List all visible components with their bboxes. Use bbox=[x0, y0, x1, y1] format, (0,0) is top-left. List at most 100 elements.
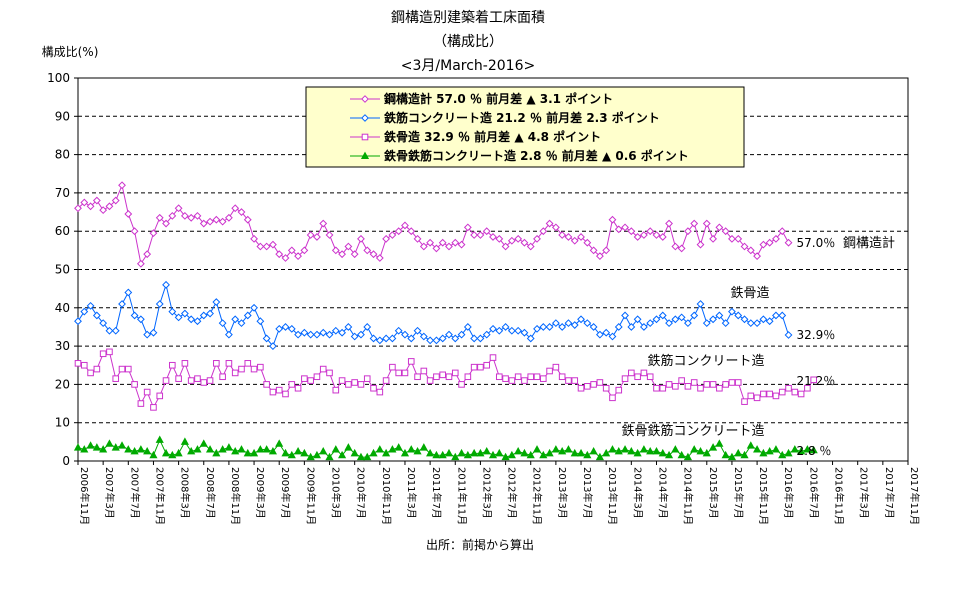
x-tick-label: 2017年7月 bbox=[883, 467, 896, 519]
data-point bbox=[697, 384, 704, 392]
data-point bbox=[344, 323, 353, 331]
data-point bbox=[778, 388, 786, 396]
data-point bbox=[395, 369, 402, 377]
data-point bbox=[709, 315, 717, 324]
data-point bbox=[483, 361, 491, 369]
y-tick-label: 50 bbox=[55, 263, 70, 277]
data-point bbox=[527, 373, 535, 381]
data-point bbox=[445, 330, 453, 339]
x-tick-label: 2014年7月 bbox=[656, 467, 669, 519]
data-point bbox=[741, 398, 748, 405]
data-point bbox=[716, 384, 723, 392]
data-point bbox=[73, 443, 83, 451]
data-point bbox=[92, 443, 101, 451]
data-point bbox=[451, 238, 460, 247]
data-point bbox=[715, 311, 724, 320]
x-tick-label: 2009年3月 bbox=[254, 467, 267, 519]
data-point bbox=[294, 384, 302, 392]
legend-label: 鉄骨鉄筋コンクリート造 2.8 ％ 前月差 ▲ 0.6 ポイント bbox=[384, 148, 689, 163]
data-point bbox=[520, 238, 529, 247]
series-3 bbox=[73, 435, 818, 461]
data-point bbox=[332, 386, 340, 394]
data-point bbox=[338, 328, 346, 337]
data-point bbox=[753, 252, 761, 261]
data-point bbox=[187, 315, 196, 324]
data-point bbox=[231, 315, 240, 324]
data-point bbox=[256, 242, 265, 251]
data-point bbox=[193, 445, 202, 453]
data-point bbox=[709, 381, 717, 388]
data-point bbox=[307, 377, 314, 384]
data-point bbox=[249, 448, 259, 457]
data-point bbox=[124, 445, 133, 453]
data-point bbox=[92, 196, 101, 205]
data-point bbox=[168, 211, 177, 220]
data-point bbox=[702, 448, 711, 457]
data-point bbox=[263, 381, 270, 388]
legend-box bbox=[305, 86, 745, 168]
data-point bbox=[646, 319, 655, 328]
data-point bbox=[294, 252, 302, 261]
data-point bbox=[344, 242, 353, 251]
data-point bbox=[432, 244, 441, 253]
data-point bbox=[438, 238, 447, 247]
data-point bbox=[488, 450, 498, 459]
x-tick-label: 2012年3月 bbox=[480, 467, 493, 519]
data-point bbox=[772, 392, 780, 400]
data-point bbox=[331, 445, 340, 453]
data-point bbox=[212, 298, 221, 306]
data-point bbox=[602, 246, 611, 255]
data-point bbox=[218, 445, 227, 453]
series-end-label: 2.8 ％ bbox=[797, 444, 832, 458]
data-point bbox=[746, 319, 755, 328]
data-point bbox=[394, 443, 403, 451]
data-point bbox=[684, 227, 692, 236]
data-point bbox=[375, 254, 384, 262]
data-point bbox=[375, 336, 384, 345]
data-point bbox=[262, 242, 271, 251]
data-point bbox=[759, 448, 768, 457]
data-point bbox=[451, 334, 460, 343]
x-tick-label: 2014年11月 bbox=[682, 467, 695, 525]
data-point bbox=[388, 231, 397, 239]
data-point bbox=[382, 234, 391, 243]
x-tick-label: 2015年3月 bbox=[707, 467, 720, 519]
data-point bbox=[326, 369, 333, 377]
data-point bbox=[740, 315, 749, 324]
data-point bbox=[589, 446, 598, 455]
data-point bbox=[351, 379, 358, 386]
data-point bbox=[150, 404, 157, 411]
data-point bbox=[785, 384, 792, 392]
data-point bbox=[495, 373, 503, 381]
data-point bbox=[653, 384, 660, 392]
data-point bbox=[206, 309, 214, 318]
data-point bbox=[199, 311, 208, 320]
data-point bbox=[224, 443, 233, 451]
data-point bbox=[105, 202, 114, 211]
data-point bbox=[438, 334, 447, 343]
data-point bbox=[677, 244, 686, 253]
data-point bbox=[728, 307, 736, 316]
data-point bbox=[439, 371, 446, 379]
data-point bbox=[690, 219, 699, 228]
data-point bbox=[231, 446, 240, 455]
data-point bbox=[74, 360, 82, 367]
data-point bbox=[407, 334, 416, 343]
data-point bbox=[633, 448, 642, 457]
data-point bbox=[640, 369, 648, 377]
data-point bbox=[734, 234, 743, 243]
data-point bbox=[665, 219, 673, 228]
data-point bbox=[269, 342, 277, 351]
data-point bbox=[243, 311, 252, 320]
data-point bbox=[401, 221, 409, 230]
data-point bbox=[602, 384, 610, 392]
data-point bbox=[275, 324, 284, 333]
data-point bbox=[117, 441, 127, 449]
data-point bbox=[124, 288, 133, 297]
data-point bbox=[476, 231, 485, 239]
data-point bbox=[470, 363, 478, 371]
data-point bbox=[143, 330, 152, 339]
data-point bbox=[621, 375, 629, 382]
data-point bbox=[583, 319, 592, 328]
y-axis-ticks: 0 10 20 30 40 50 60 70 80 90 100 bbox=[47, 71, 78, 468]
